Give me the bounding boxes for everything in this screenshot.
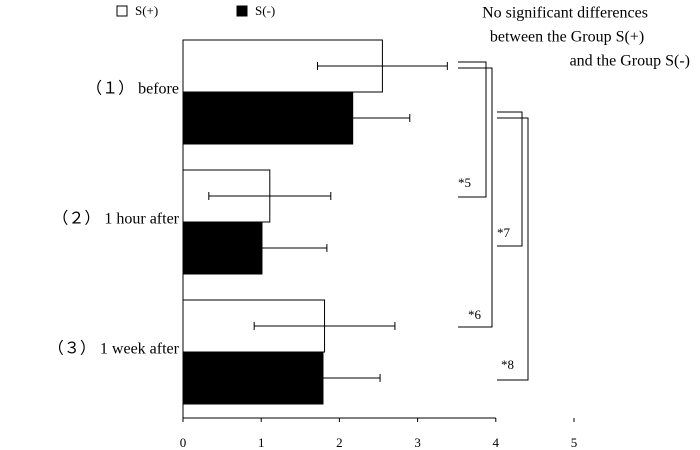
x-tick-label: 2	[336, 435, 343, 450]
significance-brackets	[458, 61, 529, 381]
x-tick-label: 0	[180, 435, 187, 450]
legend-swatch	[236, 5, 248, 17]
legend-swatch	[116, 5, 128, 17]
y-tick-label: （１） before	[86, 80, 179, 98]
annotation: *6	[468, 307, 482, 322]
x-tick-label: 5	[571, 435, 578, 450]
annotation: *8	[501, 357, 514, 372]
y-tick-label: （３） 1 week after	[48, 340, 180, 358]
annotation: *5	[458, 175, 471, 190]
y-tick-label: （２） 1 hour after	[52, 210, 179, 228]
x-tick-label: 3	[414, 435, 421, 450]
legend-label: S(-)	[255, 3, 275, 18]
annotation: between the Group S(+)	[490, 29, 644, 46]
annotation: and the Group S(-)	[570, 53, 690, 70]
legend-label: S(+)	[135, 3, 158, 18]
annotation: No significant differences	[482, 5, 648, 22]
annotation: *7	[497, 225, 511, 240]
x-tick-label: 1	[258, 435, 265, 450]
x-tick-label: 4	[493, 435, 500, 450]
